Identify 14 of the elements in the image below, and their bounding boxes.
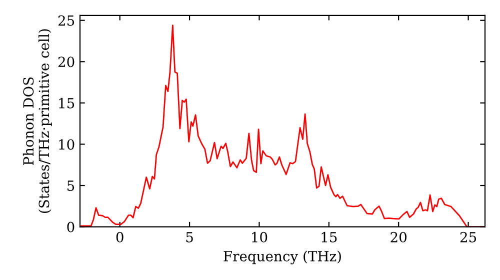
y-tick-label: 20 xyxy=(58,56,74,68)
x-axis-title: Frequency (THz) xyxy=(224,250,341,264)
x-tick-label: 10 xyxy=(252,232,268,242)
y-tick-label: 10 xyxy=(59,139,74,150)
x-tick-label: 25 xyxy=(460,232,476,242)
y-tick-label: 0 xyxy=(67,222,74,232)
y-axis-title: Phonon DOS (States/THz·primitive cell) xyxy=(22,29,52,213)
y-tick-label: 25 xyxy=(58,15,74,26)
x-tick-label: 20 xyxy=(390,232,407,242)
y-tick-label: 15 xyxy=(59,98,74,108)
x-tick-label: 5 xyxy=(186,232,193,242)
x-tick-label: 15 xyxy=(322,232,337,242)
y-tick-label: 5 xyxy=(67,180,74,191)
x-tick-label: 0 xyxy=(116,232,124,242)
